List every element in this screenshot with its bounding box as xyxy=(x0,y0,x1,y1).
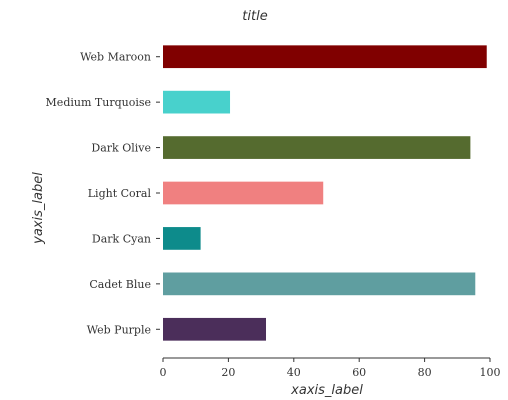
y-tick-label-dark-cyan: Dark Cyan xyxy=(92,232,151,245)
bar-dark-cyan xyxy=(163,227,201,250)
y-tick-label-cadet-blue: Cadet Blue xyxy=(89,278,151,291)
chart-title: title xyxy=(242,9,267,24)
x-axis-label: xaxis_label xyxy=(290,383,363,398)
x-tick-label-40: 40 xyxy=(287,366,301,379)
x-tick-label-80: 80 xyxy=(418,366,432,379)
bar-dark-olive xyxy=(163,136,471,159)
bar-web-maroon xyxy=(163,45,487,69)
y-tick-label-web-purple: Web Purple xyxy=(87,323,151,336)
bar-medium-turquoise xyxy=(163,90,231,114)
bar-web-purple xyxy=(163,317,267,341)
y-axis-ticks: Web Purple Cadet Blue Dark Cyan Light Coral… xyxy=(46,51,160,336)
x-tick-label-0: 0 xyxy=(160,366,167,379)
y-axis-label: yaxis_label xyxy=(31,172,46,245)
bars-group xyxy=(163,45,487,341)
bar-cadet-blue xyxy=(163,272,476,296)
y-tick-label-light-coral: Light Coral xyxy=(88,187,152,200)
x-tick-label-100: 100 xyxy=(480,366,501,379)
y-tick-label-medium-turquoise: Medium Turquoise xyxy=(46,96,151,109)
x-axis-ticks: 0 20 40 60 80 100 xyxy=(160,358,501,379)
x-tick-label-20: 20 xyxy=(221,366,235,379)
x-tick-label-60: 60 xyxy=(352,366,366,379)
y-tick-label-dark-olive: Dark Olive xyxy=(91,142,151,155)
y-tick-label-web-maroon: Web Maroon xyxy=(80,51,151,64)
bar-light-coral xyxy=(163,181,324,205)
